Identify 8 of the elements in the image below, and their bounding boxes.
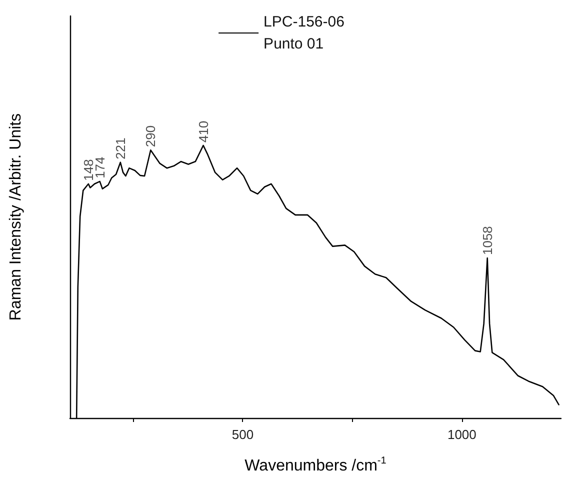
x-tick-label: 1000: [447, 427, 476, 442]
annotation: 221: [112, 138, 128, 160]
y-axis-title: Raman Intensity /Arbitr. Units: [8, 113, 24, 321]
annotation: 410: [196, 120, 211, 142]
legend-label: LPC-156-06 Punto 01: [264, 14, 344, 52]
x-tick-label: 500: [232, 427, 254, 442]
annotation: 290: [143, 125, 158, 148]
annotation: 1058: [480, 226, 495, 256]
